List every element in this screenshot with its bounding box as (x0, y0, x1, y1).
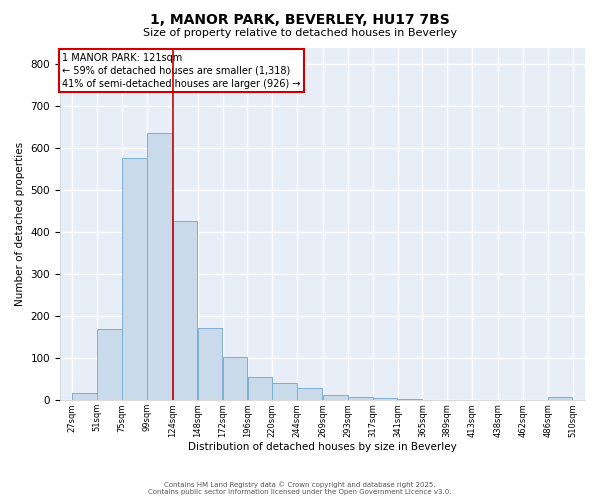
Bar (147, 133, 172, 400)
Bar (97, 329, 122, 400)
Text: Contains HM Land Registry data © Crown copyright and database right 2025.: Contains HM Land Registry data © Crown c… (164, 481, 436, 488)
Bar (122, 158, 147, 400)
Bar (73, 393, 97, 400)
X-axis label: Distribution of detached houses by size in Beverley: Distribution of detached houses by size … (188, 442, 457, 452)
Text: Contains public sector information licensed under the Open Government Licence v3: Contains public sector information licen… (148, 489, 452, 495)
Bar (173, 220, 197, 400)
Bar (373, 398, 397, 400)
Bar (323, 396, 347, 400)
Bar (248, 377, 272, 400)
Bar (198, 328, 223, 400)
Text: 1, MANOR PARK, BEVERLEY, HU17 7BS: 1, MANOR PARK, BEVERLEY, HU17 7BS (150, 12, 450, 26)
Y-axis label: Number of detached properties: Number of detached properties (15, 142, 25, 306)
Bar (223, 358, 247, 401)
Bar (348, 398, 373, 400)
Text: Size of property relative to detached houses in Beverley: Size of property relative to detached ho… (143, 28, 457, 38)
Bar (272, 384, 297, 400)
Text: 1 MANOR PARK: 121sqm
← 59% of detached houses are smaller (1,318)
41% of semi-de: 1 MANOR PARK: 121sqm ← 59% of detached h… (62, 52, 301, 89)
Bar (548, 397, 572, 400)
Bar (297, 388, 322, 400)
